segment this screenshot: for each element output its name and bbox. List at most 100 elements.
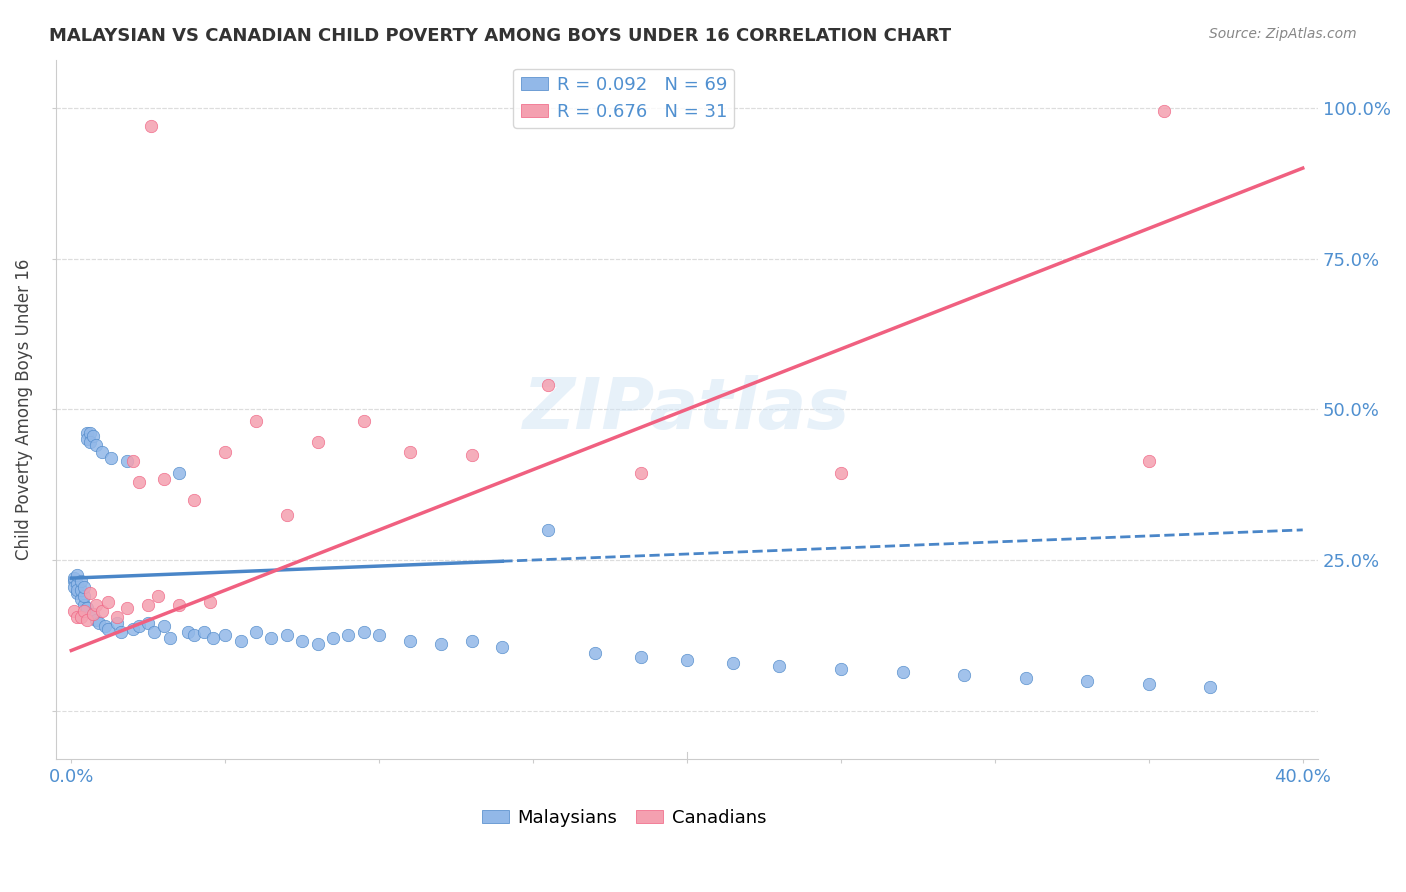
Point xyxy=(128,475,150,489)
Point xyxy=(66,568,89,582)
Point xyxy=(583,647,606,661)
Point xyxy=(1076,673,1098,688)
Point xyxy=(159,632,181,646)
Point xyxy=(676,652,699,666)
Point xyxy=(1199,680,1222,694)
Point xyxy=(322,632,344,646)
Point xyxy=(245,414,267,428)
Point xyxy=(214,628,236,642)
Point xyxy=(82,429,104,443)
Point xyxy=(69,574,91,589)
Point xyxy=(69,583,91,598)
Point xyxy=(183,628,205,642)
Point xyxy=(177,625,200,640)
Point xyxy=(122,453,145,467)
Point xyxy=(198,595,221,609)
Point xyxy=(115,453,138,467)
Point xyxy=(66,577,89,591)
Point xyxy=(110,625,132,640)
Point xyxy=(122,623,145,637)
Point xyxy=(91,444,114,458)
Point xyxy=(66,610,89,624)
Point xyxy=(76,601,98,615)
Point xyxy=(84,599,107,613)
Point xyxy=(128,619,150,633)
Point xyxy=(107,610,129,624)
Point xyxy=(84,438,107,452)
Point xyxy=(87,616,110,631)
Point xyxy=(953,667,976,681)
Point xyxy=(146,589,169,603)
Point xyxy=(368,628,391,642)
Point xyxy=(201,632,224,646)
Point xyxy=(630,466,652,480)
Point xyxy=(76,613,98,627)
Point xyxy=(100,450,122,465)
Point xyxy=(491,640,513,655)
Point xyxy=(72,604,94,618)
Point xyxy=(136,599,159,613)
Point xyxy=(830,466,852,480)
Point xyxy=(63,571,86,585)
Point xyxy=(152,619,174,633)
Point xyxy=(353,414,375,428)
Text: MALAYSIAN VS CANADIAN CHILD POVERTY AMONG BOYS UNDER 16 CORRELATION CHART: MALAYSIAN VS CANADIAN CHILD POVERTY AMON… xyxy=(49,27,952,45)
Point xyxy=(69,610,91,624)
Point xyxy=(630,649,652,664)
Text: ZIPatlas: ZIPatlas xyxy=(523,375,851,444)
Point xyxy=(79,435,101,450)
Point xyxy=(291,634,314,648)
Point xyxy=(460,448,482,462)
Point xyxy=(891,665,914,679)
Point xyxy=(143,625,166,640)
Point xyxy=(79,586,101,600)
Point xyxy=(721,656,744,670)
Point xyxy=(229,634,252,648)
Point xyxy=(167,466,190,480)
Point xyxy=(79,426,101,441)
Point xyxy=(1137,453,1160,467)
Point xyxy=(82,607,104,622)
Point xyxy=(1137,676,1160,690)
Point xyxy=(63,574,86,589)
Point xyxy=(1153,103,1175,118)
Point xyxy=(63,580,86,594)
Point xyxy=(1014,671,1036,685)
Point xyxy=(152,472,174,486)
Point xyxy=(91,604,114,618)
Point xyxy=(460,634,482,648)
Point xyxy=(537,378,560,392)
Point xyxy=(97,595,120,609)
Point xyxy=(72,599,94,613)
Point xyxy=(76,433,98,447)
Point xyxy=(307,435,329,450)
Point xyxy=(276,628,298,642)
Point xyxy=(94,619,117,633)
Point xyxy=(72,580,94,594)
Point xyxy=(72,589,94,603)
Point xyxy=(537,523,560,537)
Point xyxy=(768,658,790,673)
Point xyxy=(399,634,422,648)
Point xyxy=(429,637,451,651)
Point xyxy=(183,492,205,507)
Point xyxy=(337,628,360,642)
Point xyxy=(830,662,852,676)
Point xyxy=(107,616,129,631)
Point xyxy=(82,607,104,622)
Point xyxy=(307,637,329,651)
Point xyxy=(353,625,375,640)
Point xyxy=(167,599,190,613)
Point xyxy=(76,426,98,441)
Text: Source: ZipAtlas.com: Source: ZipAtlas.com xyxy=(1209,27,1357,41)
Point xyxy=(141,119,163,133)
Point xyxy=(260,632,283,646)
Point xyxy=(136,616,159,631)
Point xyxy=(63,604,86,618)
Point xyxy=(399,444,422,458)
Point xyxy=(66,586,89,600)
Point xyxy=(66,583,89,598)
Point xyxy=(214,444,236,458)
Point xyxy=(193,625,215,640)
Point xyxy=(276,508,298,522)
